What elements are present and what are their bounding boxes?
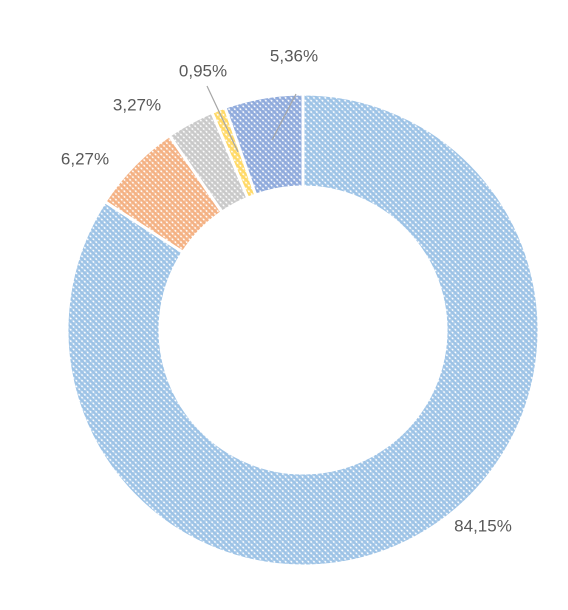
leader-line xyxy=(271,93,297,141)
data-label: 5,36% xyxy=(270,46,318,65)
data-label: 3,27% xyxy=(113,95,161,114)
leader-line xyxy=(206,85,239,153)
donut-slice xyxy=(65,92,541,568)
data-label: 84,15% xyxy=(454,516,512,535)
data-label: 6,27% xyxy=(61,149,109,168)
labels: 84,15% 6,27% 3,27% 0,95% 5,36% xyxy=(61,46,512,535)
donut-slice xyxy=(223,92,305,197)
data-label: 0,95% xyxy=(179,61,227,80)
slices xyxy=(65,92,541,568)
